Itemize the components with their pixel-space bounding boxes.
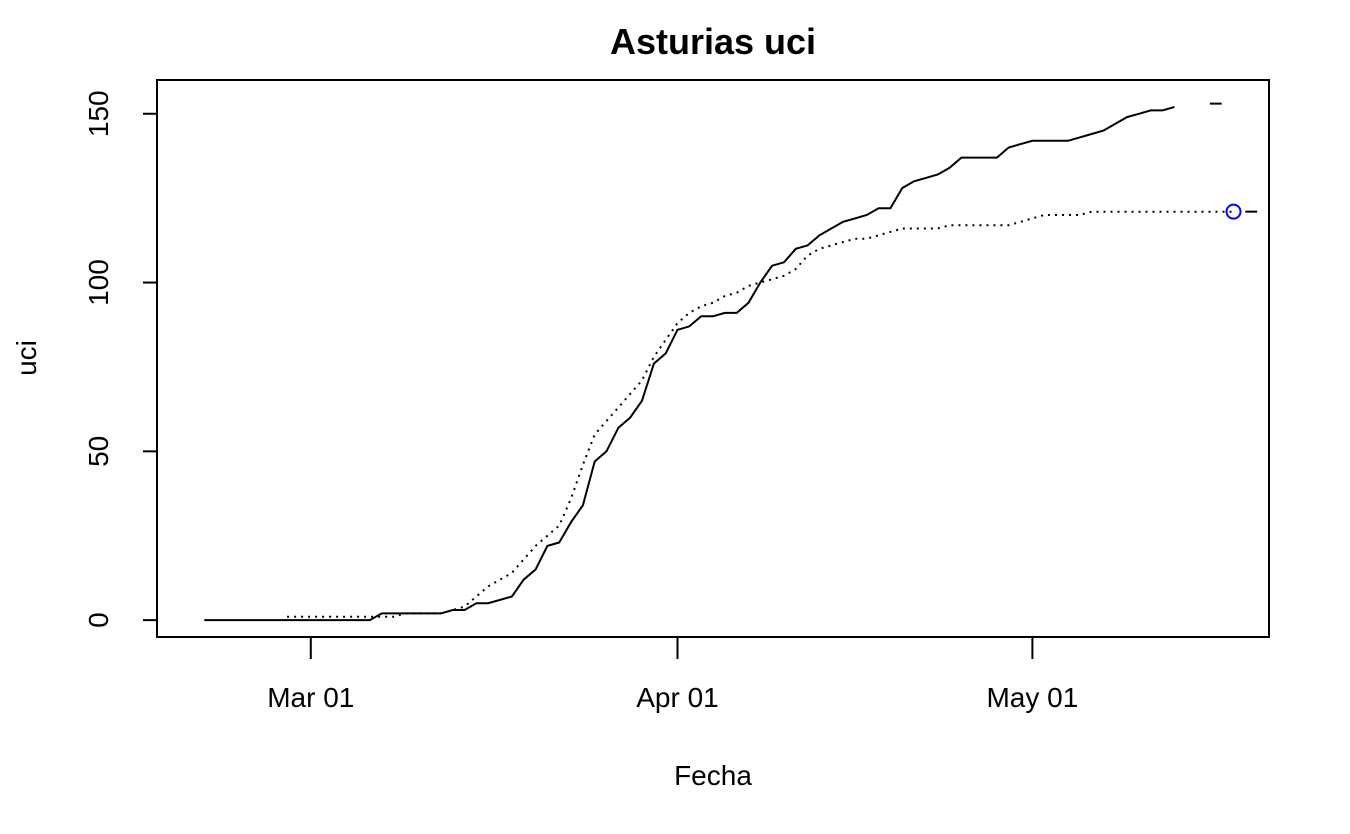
x-tick-label: Mar 01	[267, 682, 354, 713]
solid-series-line	[204, 106, 1175, 622]
x-tick-label: Apr 01	[636, 682, 719, 713]
highlight-point-marker	[1225, 203, 1242, 220]
chart-title: Asturias uci	[610, 21, 816, 62]
plot-frame	[156, 79, 1270, 638]
y-tick-label: 50	[83, 436, 114, 467]
y-tick-label: 0	[83, 612, 114, 628]
x-axis-label: Fecha	[674, 760, 752, 791]
dotted-series-line	[287, 210, 1234, 618]
y-tick-label: 150	[83, 90, 114, 137]
y-tick-label: 100	[83, 259, 114, 306]
x-axis: Mar 01 Apr 01 May 01	[267, 636, 1078, 713]
x-tick-label: May 01	[986, 682, 1078, 713]
series-layer	[204, 102, 1258, 622]
y-axis: 0 50 100 150	[83, 90, 158, 628]
y-axis-label: uci	[11, 340, 42, 376]
